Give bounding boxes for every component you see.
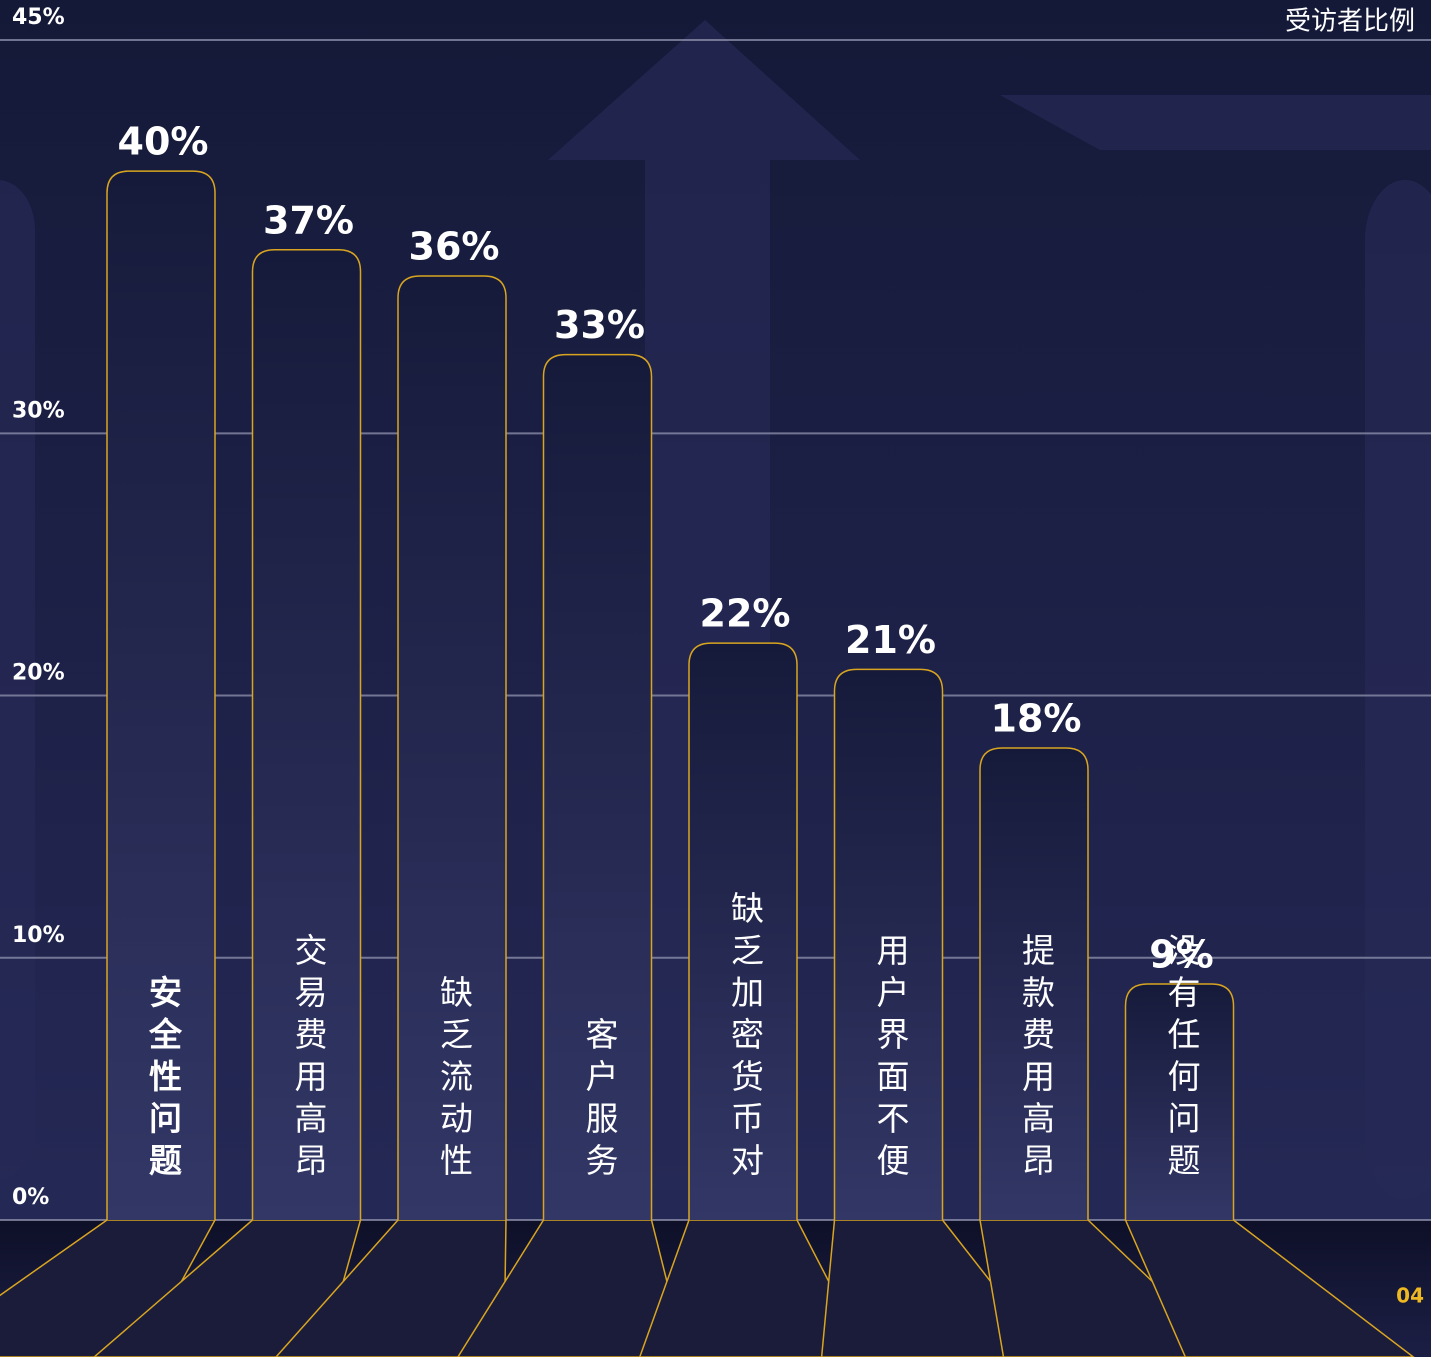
value-label: 40% — [118, 120, 209, 164]
category-label: 缺乏流动性 — [435, 975, 474, 1185]
value-label: 22% — [700, 592, 791, 636]
bar — [979, 747, 1089, 1220]
category-label: 没有任何问题 — [1162, 933, 1201, 1185]
bar — [1124, 983, 1235, 1220]
y-axis-label: 受访者比例 — [1285, 7, 1415, 37]
y-tick-label: 45% — [12, 5, 65, 30]
bar — [251, 249, 362, 1220]
value-label: 33% — [554, 303, 645, 347]
background-decoration — [0, 20, 1431, 1200]
bar — [542, 353, 653, 1220]
bar — [688, 642, 798, 1220]
value-label: 36% — [409, 225, 500, 269]
category-label: 提款费用高昂 — [1017, 933, 1056, 1185]
category-label: 交易费用高昂 — [289, 933, 328, 1185]
page-number: 04 — [1396, 1284, 1424, 1308]
value-label: 9% — [1149, 933, 1214, 977]
category-label: 用户界面不便 — [871, 933, 910, 1185]
value-label: 37% — [263, 198, 354, 242]
category-label: 缺乏加密货币对 — [726, 891, 765, 1185]
y-tick-label: 10% — [12, 923, 65, 948]
category-label: 客户服务 — [580, 1017, 619, 1185]
y-tick-label: 20% — [12, 661, 65, 686]
bar — [833, 668, 944, 1220]
value-label: 18% — [991, 697, 1082, 741]
y-tick-label: 30% — [12, 398, 65, 423]
bar — [106, 170, 216, 1220]
value-label: 21% — [845, 618, 936, 662]
y-tick-label: 0% — [12, 1185, 49, 1210]
category-label: 安全性问题 — [144, 975, 184, 1185]
bar — [397, 275, 507, 1220]
